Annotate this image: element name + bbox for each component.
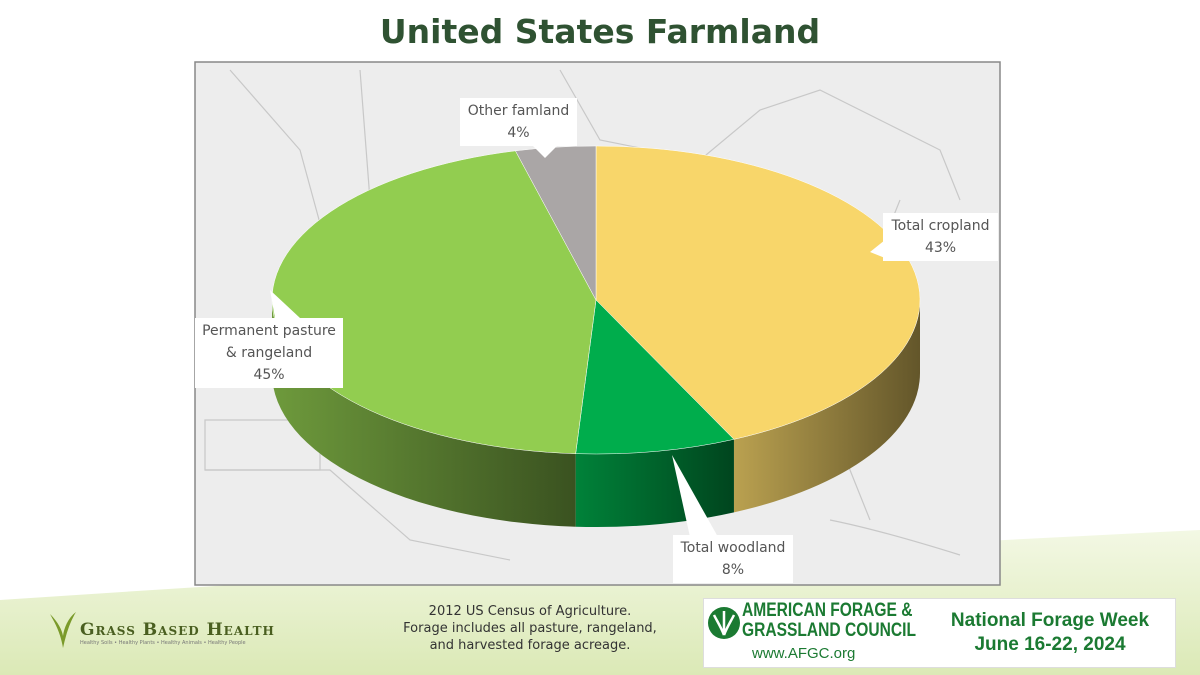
event-line: National Forage Week — [950, 610, 1150, 631]
slice-label: Total woodland 8% — [673, 535, 793, 583]
pointer — [672, 455, 718, 537]
label-value: 43% — [924, 240, 957, 256]
logo-name: Grass Based Health — [80, 620, 275, 640]
pointer — [270, 290, 300, 318]
slice — [271, 150, 597, 454]
event-line: June 16-22, 2024 — [974, 634, 1126, 655]
label-value: 4% — [507, 125, 530, 141]
logo-icon — [708, 607, 740, 639]
logo-url: www.AFGC.org — [752, 645, 856, 662]
logo-name: AMERICAN FORAGE & GRASSLAND COUNCIL — [742, 601, 916, 641]
label-name: Total woodland — [680, 540, 786, 556]
footnote-line: Forage includes all pasture, rangeland, — [403, 621, 657, 636]
footnote-line: and harvested forage acreage. — [429, 638, 631, 653]
pie — [271, 145, 921, 527]
logo-right: AMERICAN FORAGE & GRASSLAND COUNCIL www.A… — [703, 598, 1176, 668]
logo-name-line: AMERICAN FORAGE & — [742, 600, 913, 621]
label-name: Total cropland — [891, 218, 990, 234]
chart-title: United States Farmland — [379, 12, 821, 51]
slice — [595, 145, 921, 440]
event: National Forage Week June 16-22, 2024 — [926, 609, 1174, 657]
slice — [575, 299, 735, 455]
slice-label: Permanent pasture & rangeland 45% — [195, 318, 343, 388]
label-value: 8% — [721, 562, 745, 578]
logo-tagline: Healthy Soils • Healthy Plants • Healthy… — [80, 640, 246, 646]
footnote: 2012 US Census of Agriculture. Forage in… — [395, 603, 665, 654]
slice-label: Other famland 4% — [460, 98, 577, 146]
label-value: 45% — [253, 367, 285, 383]
logo-left: Grass Based Health Healthy Soils • Healt… — [48, 612, 275, 648]
slice-side — [272, 300, 576, 527]
slice-label: Total cropland 43% — [883, 213, 998, 261]
pointer — [870, 240, 885, 258]
slice-side — [733, 300, 920, 513]
logo-name-line: GRASSLAND COUNCIL — [742, 620, 916, 641]
pointer — [530, 143, 560, 158]
logo-icon — [50, 612, 76, 648]
callout-pointers — [270, 143, 885, 537]
footnote-line: 2012 US Census of Agriculture. — [428, 604, 632, 619]
label-name: Permanent pasture & rangeland — [202, 323, 336, 361]
label-name: Other famland — [467, 103, 570, 119]
